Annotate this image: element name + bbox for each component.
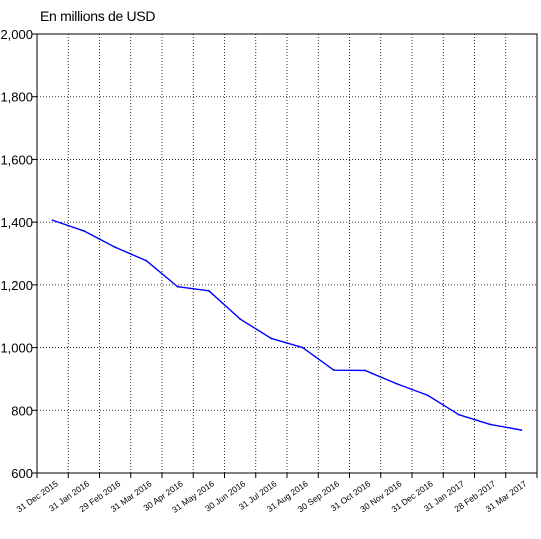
y-axis-ticks: 600 800 1,000 1,200 1,400 1,600 1,800 2,000: [0, 27, 37, 481]
y-tick-label: 2,000: [0, 27, 33, 42]
y-tick-label: 1,400: [0, 215, 33, 230]
series-line: [52, 219, 522, 431]
data-point: [82, 230, 85, 232]
data-point: [332, 369, 335, 372]
data-point: [270, 337, 273, 340]
data-point: [207, 289, 210, 292]
data-point: [145, 259, 148, 262]
data-point: [114, 246, 117, 249]
y-tick-label: 600: [11, 466, 33, 481]
data-point: [457, 413, 460, 416]
series-layer: [51, 219, 523, 431]
data-point: [239, 318, 242, 320]
data-point: [426, 394, 429, 397]
y-tick-label: 800: [11, 403, 33, 418]
y-tick-label: 1,200: [0, 278, 33, 293]
data-point: [520, 429, 523, 431]
data-point: [489, 423, 492, 426]
y-tick-label: 1,600: [0, 152, 33, 167]
data-point: [51, 219, 54, 222]
data-point: [301, 346, 304, 349]
data-point: [176, 285, 179, 288]
data-point: [395, 382, 398, 385]
y-tick-label: 1,800: [0, 90, 33, 105]
grid: [37, 34, 537, 473]
data-point: [364, 369, 367, 372]
plot-frame: [36, 33, 538, 474]
y-tick-label: 1,000: [0, 341, 33, 356]
unit-label: En millions de USD: [40, 8, 156, 24]
